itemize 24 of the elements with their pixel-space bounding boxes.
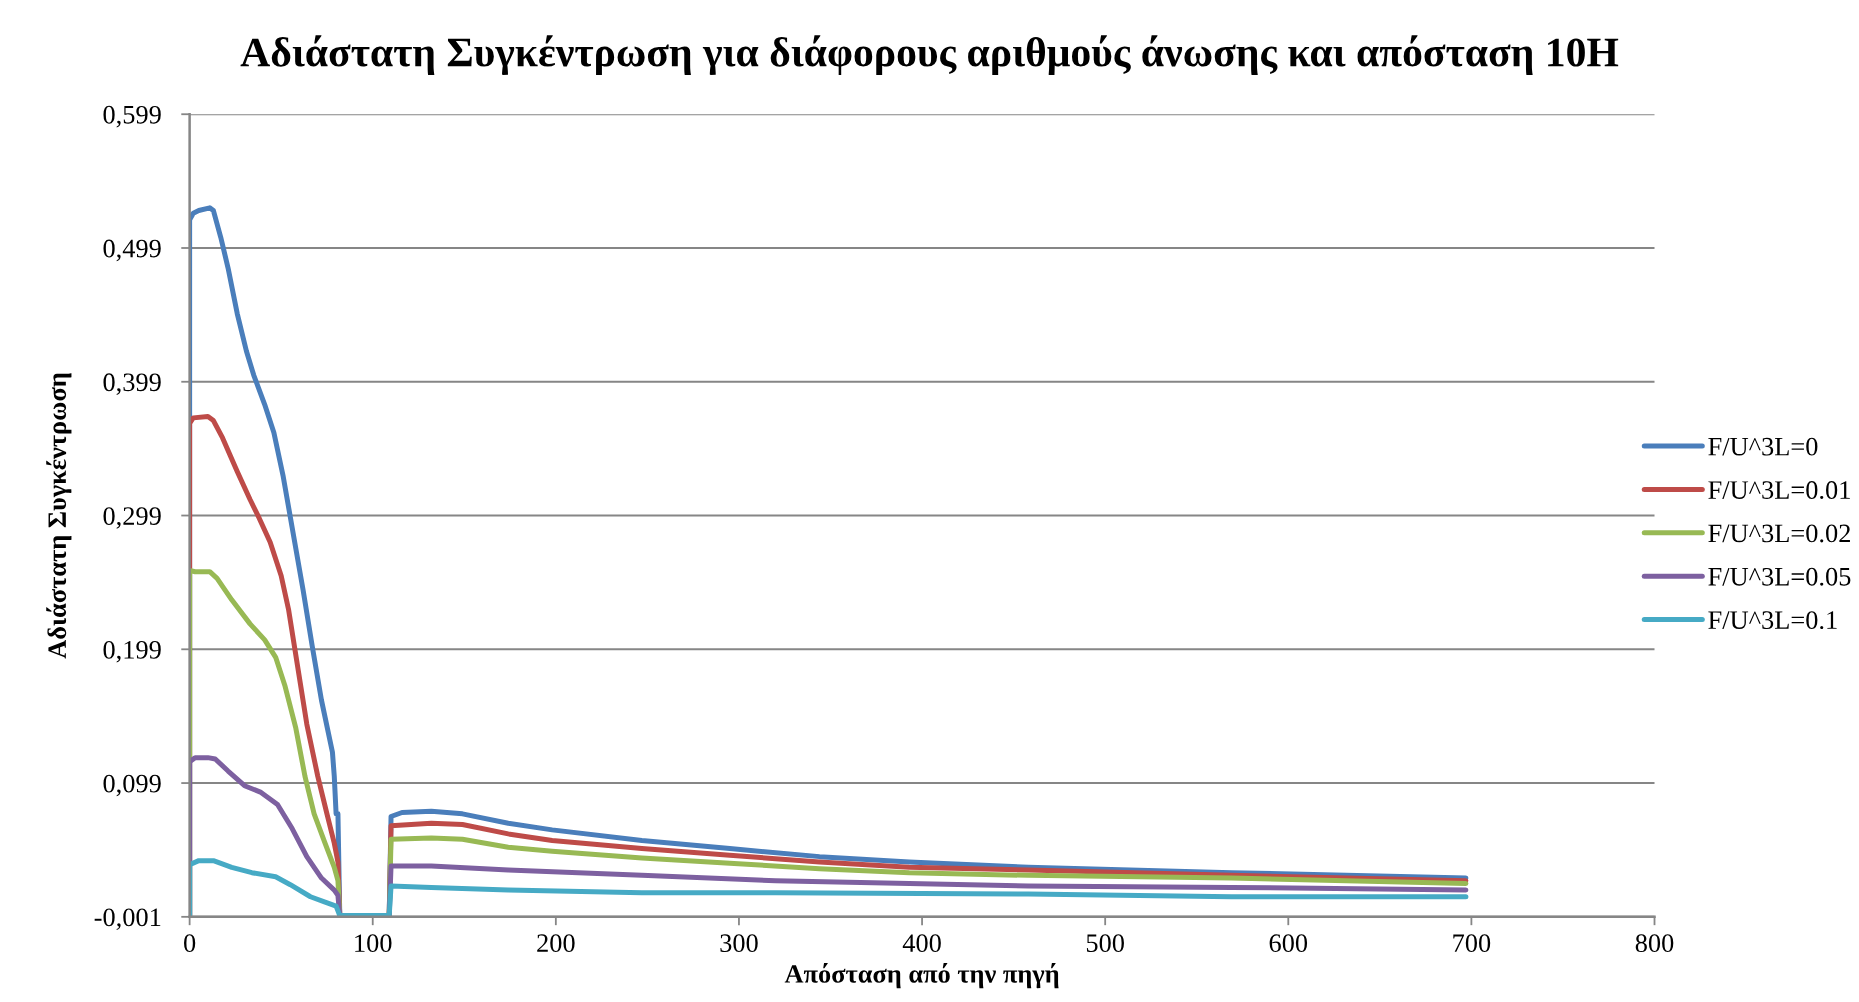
y-tick-label: 0,199 (103, 640, 161, 663)
x-tick-label: 400 (902, 934, 941, 953)
legend-label: F/U^3L=0.01 (1708, 481, 1850, 500)
x-tick-label: 600 (1269, 934, 1308, 953)
y-tick-label: 0,299 (103, 507, 161, 529)
x-tick-label: 100 (355, 934, 392, 953)
y-tick-label: 0,599 (103, 105, 161, 128)
x-tick-label: 500 (1086, 934, 1124, 953)
x-tick-label: 0 (184, 934, 196, 953)
legend-label: F/U^3L=0.05 (1708, 567, 1851, 586)
x-tick-label: 300 (720, 934, 758, 953)
x-tick-label: 800 (1635, 934, 1674, 953)
legend-label: F/U^3L=0 (1708, 437, 1818, 456)
chart-title: Αδιάστατη Συγκέντρωση για διάφορους αριθμούς άνωσης και απόσταση 10Η (240, 35, 1619, 76)
y-tick-label: 0,399 (103, 373, 161, 395)
y-tick-label: -0,001 (94, 908, 161, 931)
legend-label: F/U^3L=0.1 (1708, 611, 1837, 630)
x-axis-title: Απόσταση από την πηγή (784, 962, 1059, 989)
legend-label: F/U^3L=0.02 (1708, 524, 1850, 543)
y-axis-title: Αδιάστατη Συγκέντρωση (46, 373, 72, 659)
x-tick-label: 700 (1453, 934, 1491, 953)
x-tick-label: 200 (537, 934, 575, 953)
y-tick-label: 0,499 (103, 239, 161, 262)
y-tick-label: 0,099 (103, 774, 161, 797)
